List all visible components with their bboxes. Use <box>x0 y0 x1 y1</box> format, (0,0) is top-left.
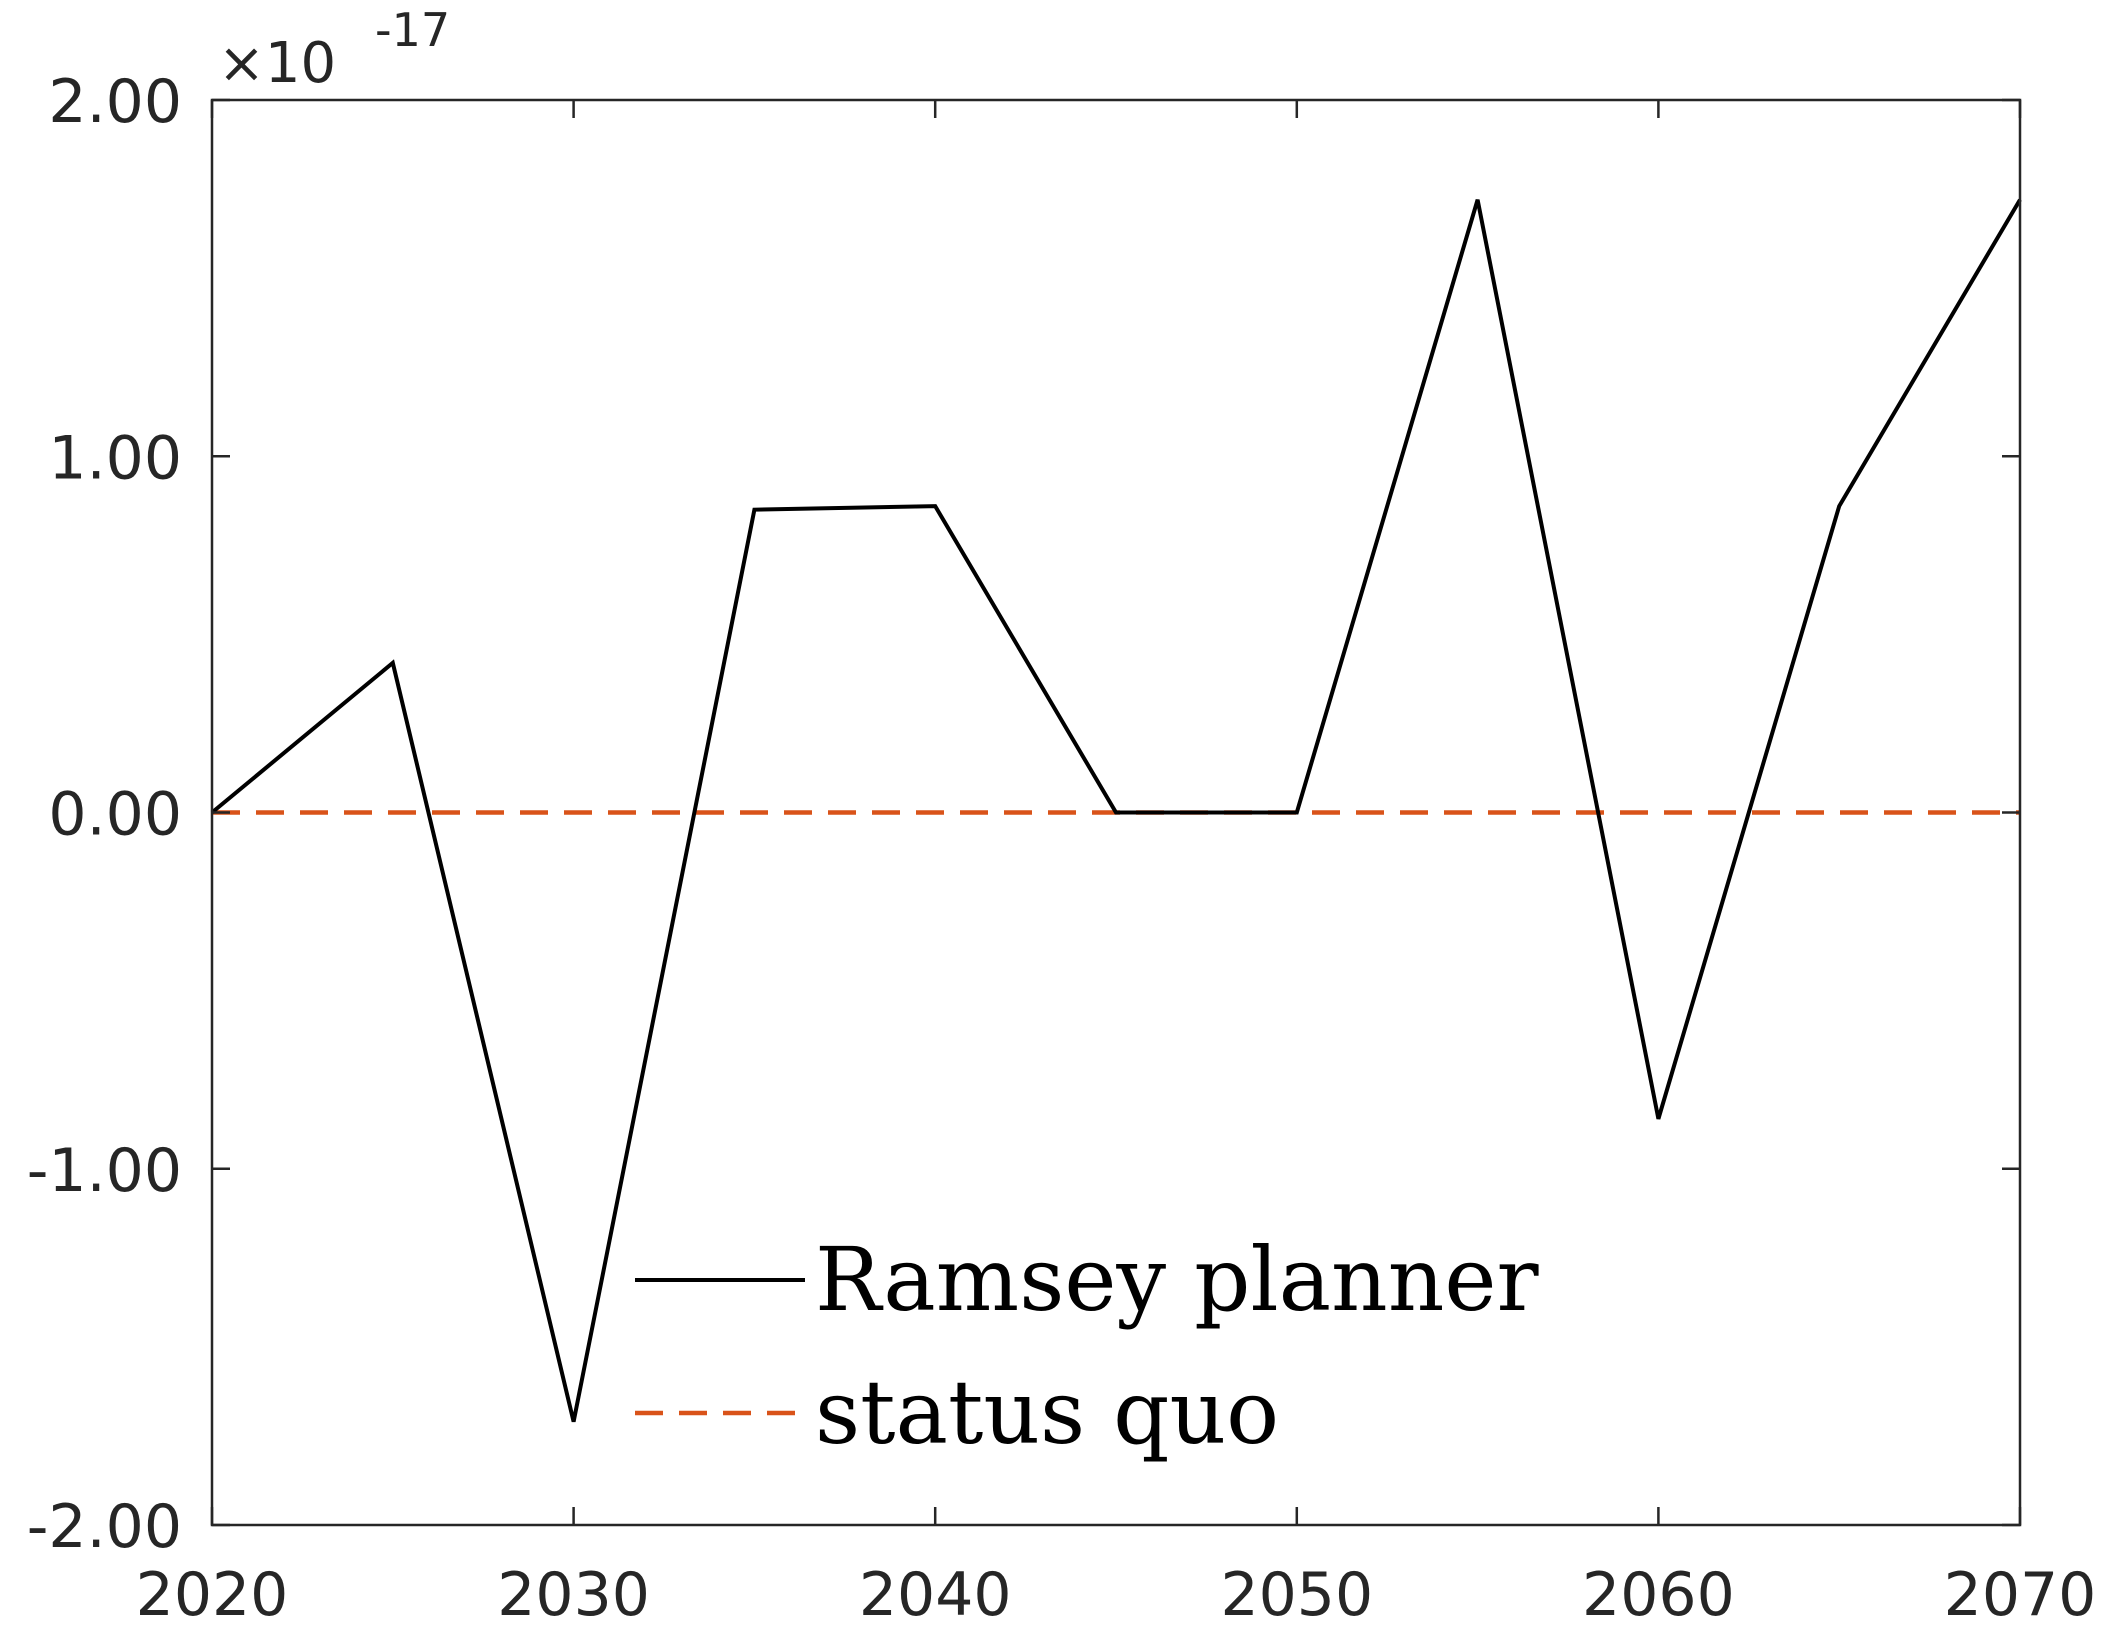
legend: Ramsey planner status quo <box>635 1228 1539 1464</box>
y-tick-label: -2.00 <box>27 1492 182 1562</box>
y-tick-label: -1.00 <box>27 1136 182 1206</box>
x-tick-label: 2030 <box>497 1560 650 1622</box>
x-tick-label: 2040 <box>859 1560 1012 1622</box>
x-tick-label: 2070 <box>1944 1560 2097 1622</box>
y-tick-label: 1.00 <box>48 423 182 493</box>
legend-label-status-quo: status quo <box>815 1361 1279 1464</box>
legend-label-ramsey-planner: Ramsey planner <box>815 1228 1539 1331</box>
x-tick-label: 2060 <box>1582 1560 1735 1622</box>
y-tick-label: 0.00 <box>48 780 182 850</box>
y-axis-exponent-base: ×10 <box>218 31 336 96</box>
y-axis-exponent-power: -17 <box>375 3 450 57</box>
y-tick-label: 2.00 <box>48 67 182 137</box>
series-line-ramsey-planner <box>210 198 2022 1423</box>
series-layer <box>210 198 2022 1423</box>
x-tick-label: 2050 <box>1220 1560 1373 1622</box>
x-tick-label: 2020 <box>136 1560 289 1622</box>
axis-ticks: 2020 2030 2040 2050 2060 2070 -2.00 -1.00 0.00 1.… <box>27 67 2097 1627</box>
